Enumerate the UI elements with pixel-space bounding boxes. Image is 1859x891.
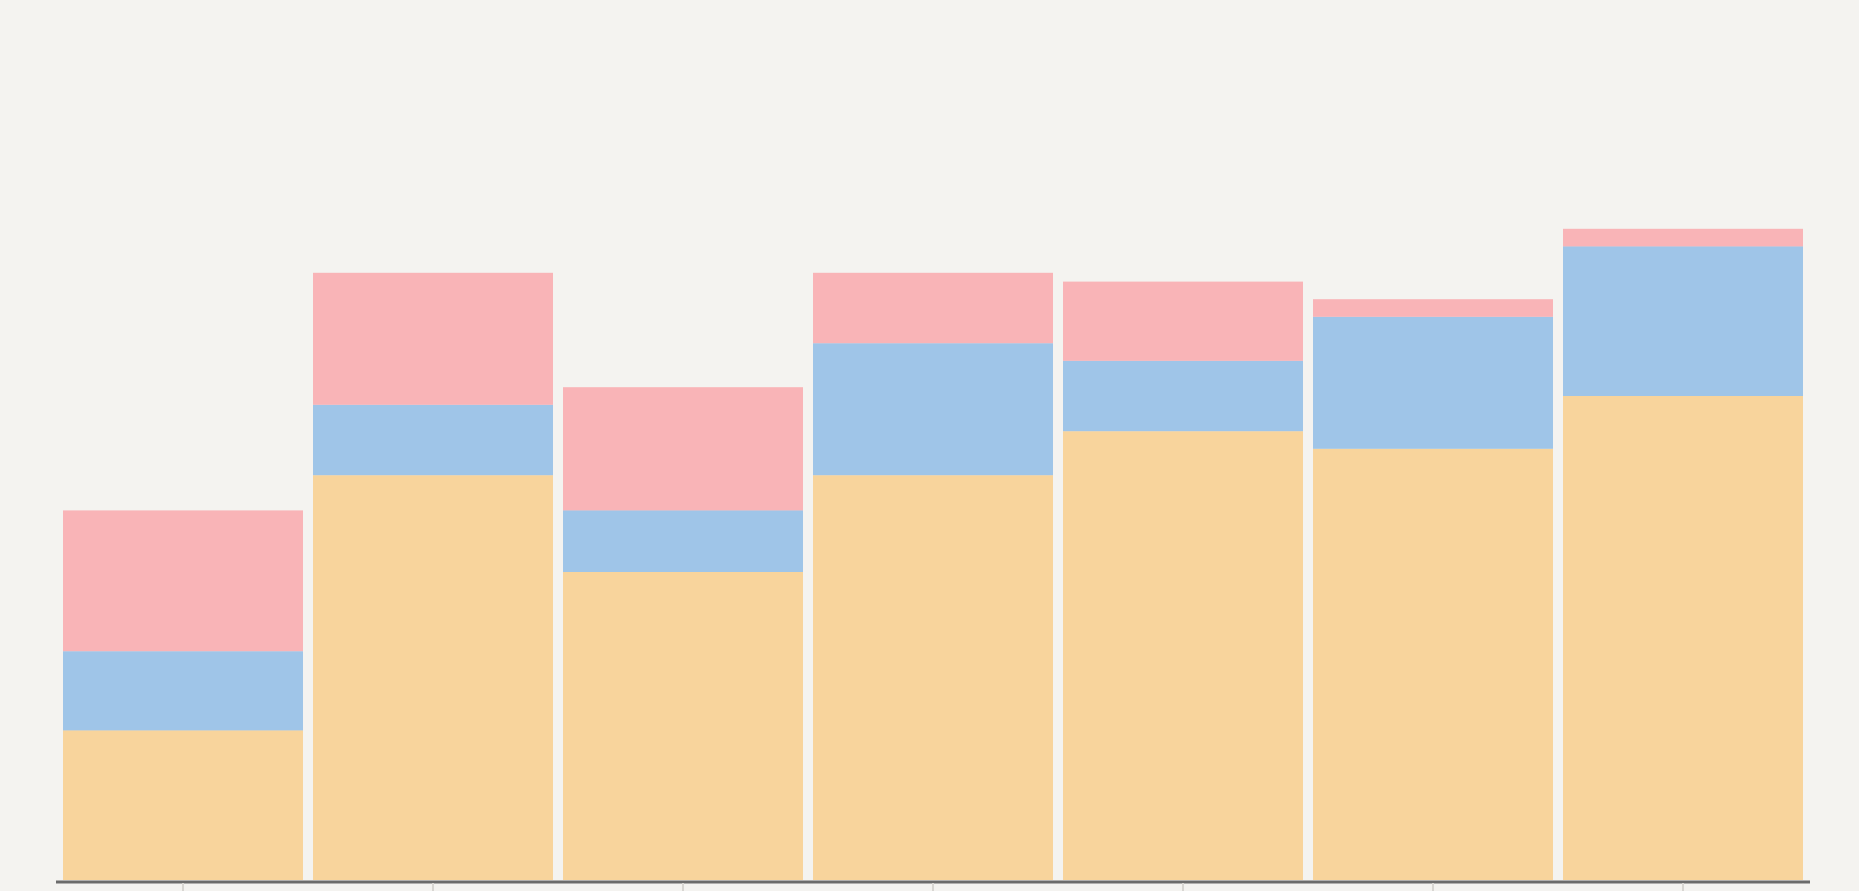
bar-segment	[1063, 281, 1303, 361]
bar-segment	[313, 475, 553, 880]
bar-segment	[813, 475, 1053, 880]
bar-segment	[813, 343, 1053, 476]
bar-segment	[1563, 228, 1803, 247]
bar-segment	[1313, 299, 1553, 317]
bar-segment	[563, 387, 803, 511]
bar-segment	[563, 510, 803, 572]
bar-segment	[1563, 396, 1803, 880]
bar-segment	[1563, 246, 1803, 396]
bar-segment	[63, 510, 303, 652]
bar-segment	[313, 272, 553, 405]
bar-segment	[1063, 431, 1303, 880]
bar-segment	[1313, 316, 1553, 449]
bar-segment	[813, 272, 1053, 344]
bar-segment	[1063, 360, 1303, 432]
bar-segment	[563, 572, 803, 880]
bar-segment	[1313, 448, 1553, 880]
bar-segment	[63, 730, 303, 880]
bar-segment	[63, 651, 303, 731]
bar-segment	[313, 404, 553, 476]
